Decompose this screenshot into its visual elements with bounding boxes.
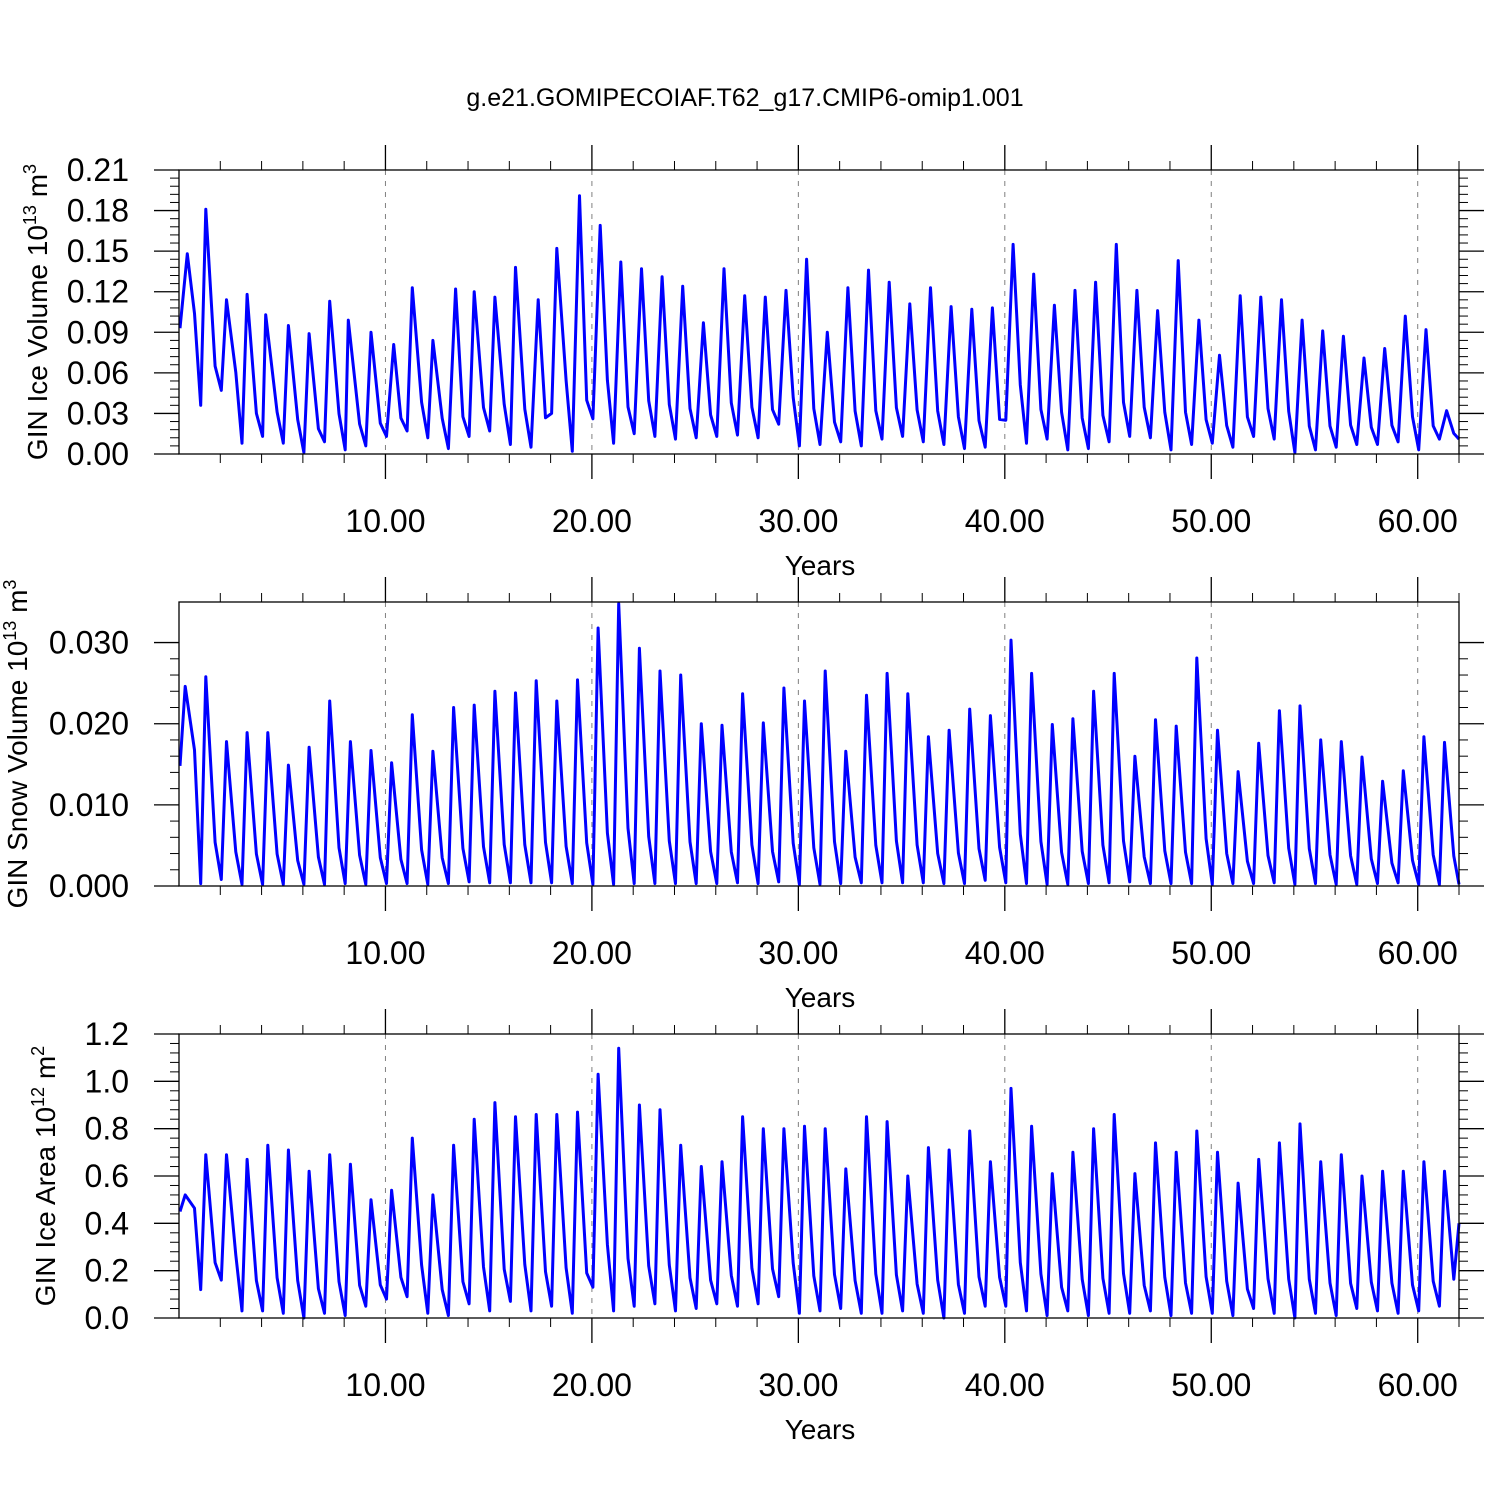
y-axis-label: GIN Ice Area 1012 m2 <box>28 1046 61 1306</box>
y-axis-label-text: GIN Ice Area 10 <box>30 1107 61 1306</box>
x-tick-label-6: 60.00 <box>1378 935 1458 971</box>
figure-title: g.e21.GOMIPECOIAF.T62_g17.CMIP6-omip1.00… <box>466 84 1023 112</box>
x-tick-label-5: 50.00 <box>1171 1367 1251 1403</box>
x-tick-label-5: 50.00 <box>1171 503 1251 539</box>
data-line <box>178 1046 1461 1320</box>
y-tick-label-3: 0.020 <box>49 706 129 742</box>
x-tick-label-6: 60.00 <box>1378 503 1458 539</box>
y-axis-label-unit-exp: 2 <box>28 1046 48 1056</box>
x-tick-label-2: 20.00 <box>552 1367 632 1403</box>
data-line <box>178 194 1461 455</box>
data-line <box>178 602 1461 886</box>
chart-panel-3: 10.00 20.00 30.00 40.00 50.00 60.00 0.0 0.2 0.4 0… <box>28 1009 1484 1445</box>
y-axis-label-unit: m <box>22 174 53 205</box>
x-tick-label-4: 40.00 <box>965 503 1045 539</box>
y-axis-label: GIN Snow Volume 1013 m3 <box>0 580 33 909</box>
y-tick-label-2: 0.010 <box>49 787 129 823</box>
y-axis-label-exp: 12 <box>28 1087 48 1107</box>
plot-frame <box>178 601 1460 887</box>
x-tick-label-2: 20.00 <box>552 503 632 539</box>
y-tick-label-1: 0.0 <box>85 1300 129 1336</box>
y-tick-label-3: 0.4 <box>85 1205 129 1241</box>
panels: 10.00 20.00 30.00 40.00 50.00 60.000.000.030.… <box>0 145 1484 1445</box>
y-tick-label-4: 0.6 <box>85 1158 129 1194</box>
y-tick-label-4: 0.030 <box>49 625 129 661</box>
y-tick-label-7: 1.2 <box>85 1016 129 1052</box>
y-tick-label-5: 0.8 <box>85 1111 129 1147</box>
y-tick-label-3: 0.06 <box>67 355 129 391</box>
x-axis-label: Years <box>785 1414 856 1445</box>
y-tick-label-6: 0.15 <box>67 233 129 269</box>
y-tick-label-2: 0.2 <box>85 1253 129 1289</box>
chart-panel-1: 10.00 20.00 30.00 40.00 50.00 60.00 0.00 0.03 0.… <box>20 145 1484 581</box>
plot-frame <box>178 169 1460 455</box>
y-axis-label-unit: m <box>30 1056 61 1087</box>
y-axis-label-text: GIN Ice Volume 10 <box>22 225 53 460</box>
y-axis-label-text: GIN Snow Volume 10 <box>2 641 33 909</box>
x-tick-label-1: 10.00 <box>345 1367 425 1403</box>
x-tick-label-4: 40.00 <box>965 1367 1045 1403</box>
y-tick-label-4: 0.09 <box>67 314 129 350</box>
y-axis-label-unit: m <box>2 590 33 621</box>
x-axis-label: Years <box>785 550 856 581</box>
x-tick-label-2: 20.00 <box>552 935 632 971</box>
y-axis-label: GIN Ice Volume 1013 m3 <box>20 164 53 460</box>
chart-panel-2: 10.00 20.00 30.00 40.00 50.00 60.00 0.000 0.010… <box>0 577 1484 1013</box>
x-tick-label-6: 60.00 <box>1378 1367 1458 1403</box>
x-tick-label-3: 30.00 <box>758 935 838 971</box>
x-axis-label: Years <box>785 982 856 1013</box>
y-tick-label-6: 1.0 <box>85 1063 129 1099</box>
x-tick-label-4: 40.00 <box>965 935 1045 971</box>
y-tick-label-5: 0.12 <box>67 274 129 310</box>
x-tick-label-1: 10.00 <box>345 503 425 539</box>
x-tick-label-3: 30.00 <box>758 1367 838 1403</box>
y-axis-label-unit-exp: 3 <box>0 580 20 590</box>
x-tick-label-1: 10.00 <box>345 935 425 971</box>
y-tick-label-8: 0.21 <box>67 152 129 188</box>
y-tick-label-1: 0.00 <box>67 436 129 472</box>
y-axis-label-exp: 13 <box>20 205 40 225</box>
x-tick-label-5: 50.00 <box>1171 935 1251 971</box>
x-tick-label-3: 30.00 <box>758 503 838 539</box>
y-tick-label-7: 0.18 <box>67 193 129 229</box>
y-axis-label-unit-exp: 3 <box>20 164 40 174</box>
y-axis-label-exp: 13 <box>0 621 20 641</box>
y-tick-label-2: 0.03 <box>67 395 129 431</box>
y-tick-label-1: 0.000 <box>49 868 129 904</box>
